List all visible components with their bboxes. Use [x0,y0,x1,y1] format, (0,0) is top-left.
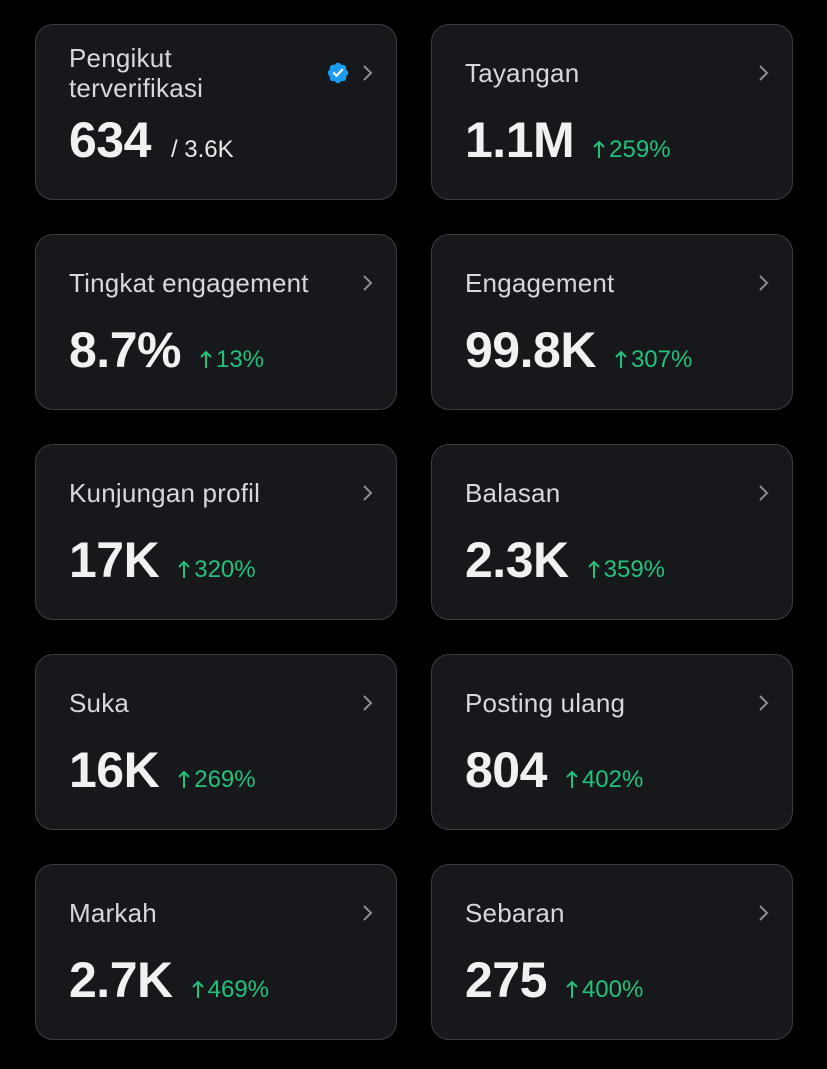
value-row: 1.1M 259% [465,111,671,169]
arrow-up-icon [178,560,190,578]
chevron-right-icon[interactable] [756,691,772,715]
metric-value: 99.8K [465,322,596,378]
metric-change-value: 402% [581,766,644,793]
chevron-right-icon[interactable] [756,481,772,505]
metric-change: 307% [614,346,692,374]
metric-value: 634 [69,112,151,168]
card-bookmarks[interactable]: Markah 2.7K 469% [35,864,397,1040]
value-row: 16K 269% [69,741,256,799]
metric-value: 16K [69,742,160,798]
metric-change-value: 13% [215,346,265,373]
arrow-up-icon [178,770,190,788]
metric-value: 17K [69,532,160,588]
card-label: Engagement [465,268,615,298]
arrow-up-icon [566,980,578,998]
metric-change-value: 259% [609,136,671,163]
card-label: Markah [69,898,157,928]
arrow-up-icon [593,140,605,158]
metric-change: 269% [177,766,256,794]
value-row: 634 / 3.6K [69,111,234,169]
value-row: 2.7K 469% [69,951,269,1009]
value-row: 99.8K 307% [465,321,692,379]
metric-change: 402% [565,766,643,794]
metric-change-value: 269% [194,766,256,793]
chevron-right-icon[interactable] [756,901,772,925]
chevron-right-icon[interactable] [360,481,376,505]
metric-value: 8.7% [69,322,181,378]
chevron-right-icon[interactable] [360,901,376,925]
metric-total: / 3.6K [170,136,234,163]
arrow-up-icon [200,350,212,368]
metric-change: 13% [199,346,264,374]
card-shares[interactable]: Sebaran 275 400% [431,864,793,1040]
arrow-up-icon [587,560,600,578]
card-label: Pengikut terverifikasi [69,43,204,103]
chevron-right-icon[interactable] [360,61,376,85]
metric-change: 320% [177,556,256,584]
value-row: 8.7% 13% [69,321,264,379]
card-engagement[interactable]: Engagement 99.8K 307% [431,234,793,410]
value-row: 275 400% [465,951,643,1009]
metric-change-value: 307% [630,346,693,373]
metric-value: 275 [465,952,547,1008]
arrow-up-icon [191,980,204,998]
card-label: Posting ulang [465,688,626,718]
card-replies[interactable]: Balasan 2.3K 359% [431,444,793,620]
metric-value: 1.1M [465,112,575,168]
card-label: Sebaran [465,898,565,928]
card-reposts[interactable]: Posting ulang 804 402% [431,654,793,830]
metric-change: 469% [191,976,269,1004]
card-label: Suka [69,688,130,718]
chevron-right-icon[interactable] [360,691,376,715]
metric-value: 804 [465,742,547,798]
metric-change-value: 400% [581,976,644,1003]
chevron-right-icon[interactable] [756,61,772,85]
card-verified-followers[interactable]: Pengikut terverifikasi 634 / 3.6K [35,24,397,200]
card-likes[interactable]: Suka 16K 269% [35,654,397,830]
value-row: 804 402% [465,741,643,799]
metric-value: 2.3K [465,532,569,588]
arrow-up-icon [615,350,627,368]
value-row: 2.3K 359% [465,531,665,589]
value-row: 17K 320% [69,531,256,589]
card-impressions[interactable]: Tayangan 1.1M 259% [431,24,793,200]
card-label: Tingkat engagement [69,268,309,298]
metric-change: 259% [592,136,671,164]
metric-value: 2.7K [69,952,173,1008]
arrow-up-icon [566,770,578,788]
metric-change-value: 359% [603,556,666,583]
card-label: Kunjungan profil [69,478,261,508]
card-profile-visits[interactable]: Kunjungan profil 17K 320% [35,444,397,620]
metric-change-value: 320% [194,556,256,583]
chevron-right-icon[interactable] [360,271,376,295]
card-engagement-rate[interactable]: Tingkat engagement 8.7% 13% [35,234,397,410]
chevron-right-icon[interactable] [756,271,772,295]
metric-change: 400% [565,976,643,1004]
metric-change: 359% [587,556,665,584]
card-label: Tayangan [465,58,580,88]
card-label: Balasan [465,478,561,508]
metric-change-value: 469% [207,976,270,1003]
verified-badge-icon [327,62,349,84]
